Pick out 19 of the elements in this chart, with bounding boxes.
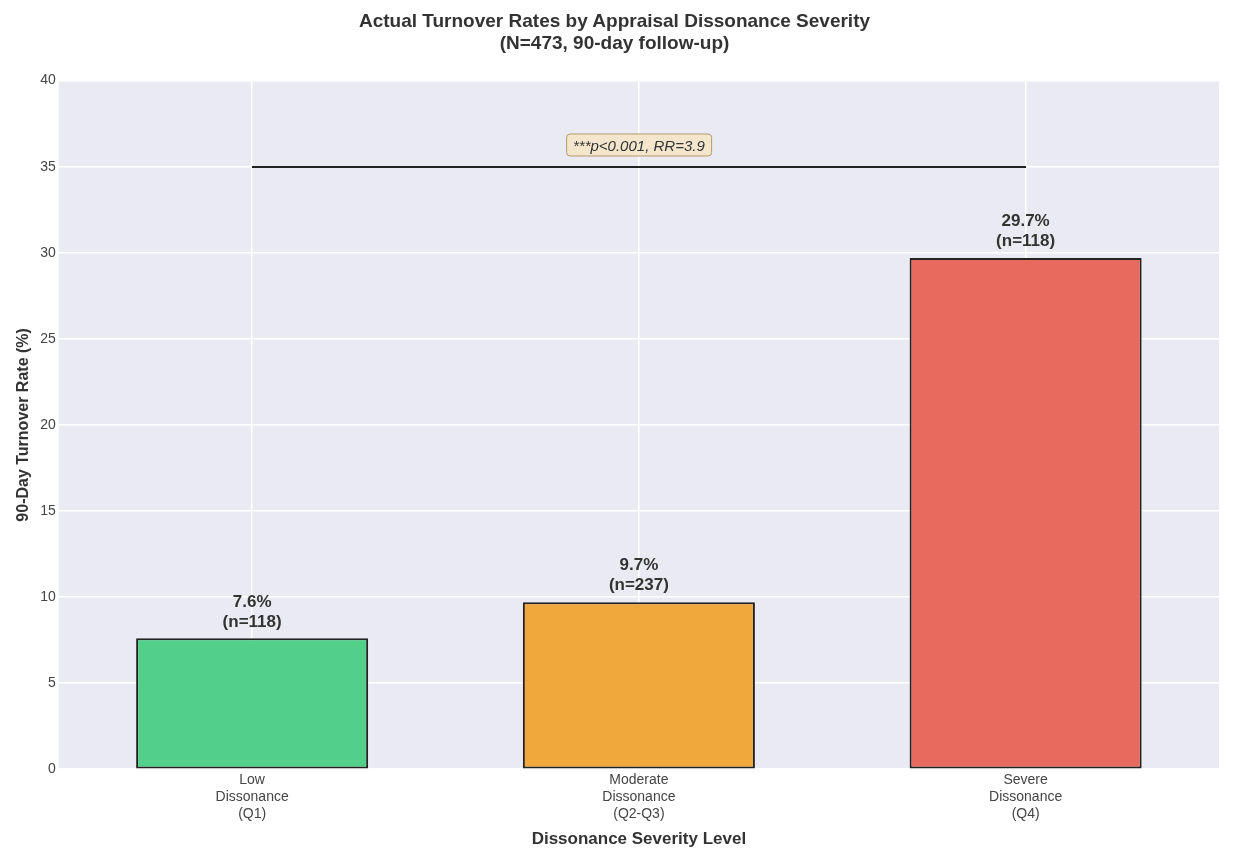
data-label: 9.7% (n=237)	[608, 555, 669, 595]
y-tick-label: 25	[40, 329, 56, 346]
x-tick-label: Low Dissonance (Q1)	[215, 771, 289, 822]
y-tick-label: 35	[40, 157, 56, 174]
data-label: 29.7% (n=118)	[996, 211, 1056, 251]
y-axis-title: 90-Day Turnover Rate (%)	[14, 328, 32, 522]
x-axis-title: Dissonance Severity Level	[531, 829, 747, 849]
y-tick-label: 30	[40, 243, 56, 260]
y-tick-label: 40	[40, 71, 56, 88]
y-tick-label: 20	[40, 415, 56, 432]
annotation: ***p<0.001, RR=3.9	[565, 133, 712, 157]
x-tick-label: Moderate Dissonance (Q2-Q3)	[602, 771, 676, 822]
chart-title: Actual Turnover Rates by Appraisal Dissonance Severity (N=473, 90-day follow-up)	[358, 9, 871, 54]
y-tick-label: 5	[47, 673, 56, 690]
y-tick-label: 0	[47, 760, 56, 777]
data-label: 7.6% (n=118)	[222, 591, 282, 631]
y-tick-label: 15	[40, 501, 56, 518]
x-tick-label: Severe Dissonance (Q4)	[989, 771, 1063, 822]
y-tick-label: 10	[40, 587, 56, 604]
